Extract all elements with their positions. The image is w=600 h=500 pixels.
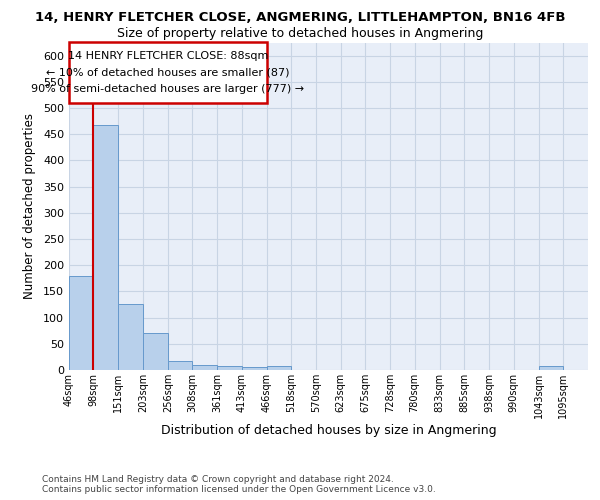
Y-axis label: Number of detached properties: Number of detached properties [23, 114, 36, 299]
Text: 90% of semi-detached houses are larger (777) →: 90% of semi-detached houses are larger (… [31, 84, 304, 94]
Bar [143, 334, 168, 370]
Bar [94, 125, 118, 370]
Text: ← 10% of detached houses are smaller (87): ← 10% of detached houses are smaller (87… [46, 68, 290, 78]
Bar [69, 276, 94, 370]
X-axis label: Distribution of detached houses by size in Angmering: Distribution of detached houses by size … [161, 424, 496, 436]
Text: Contains HM Land Registry data © Crown copyright and database right 2024.
Contai: Contains HM Land Registry data © Crown c… [42, 474, 436, 494]
Bar [118, 304, 143, 370]
Text: 14 HENRY FLETCHER CLOSE: 88sqm: 14 HENRY FLETCHER CLOSE: 88sqm [68, 51, 268, 61]
Bar [193, 365, 217, 370]
Text: 14, HENRY FLETCHER CLOSE, ANGMERING, LITTLEHAMPTON, BN16 4FB: 14, HENRY FLETCHER CLOSE, ANGMERING, LIT… [35, 11, 565, 24]
Bar [267, 366, 291, 370]
Bar [217, 366, 242, 370]
Text: Size of property relative to detached houses in Angmering: Size of property relative to detached ho… [117, 28, 483, 40]
Bar [242, 368, 267, 370]
Bar [168, 360, 193, 370]
Bar [69, 42, 267, 103]
Bar [539, 366, 563, 370]
